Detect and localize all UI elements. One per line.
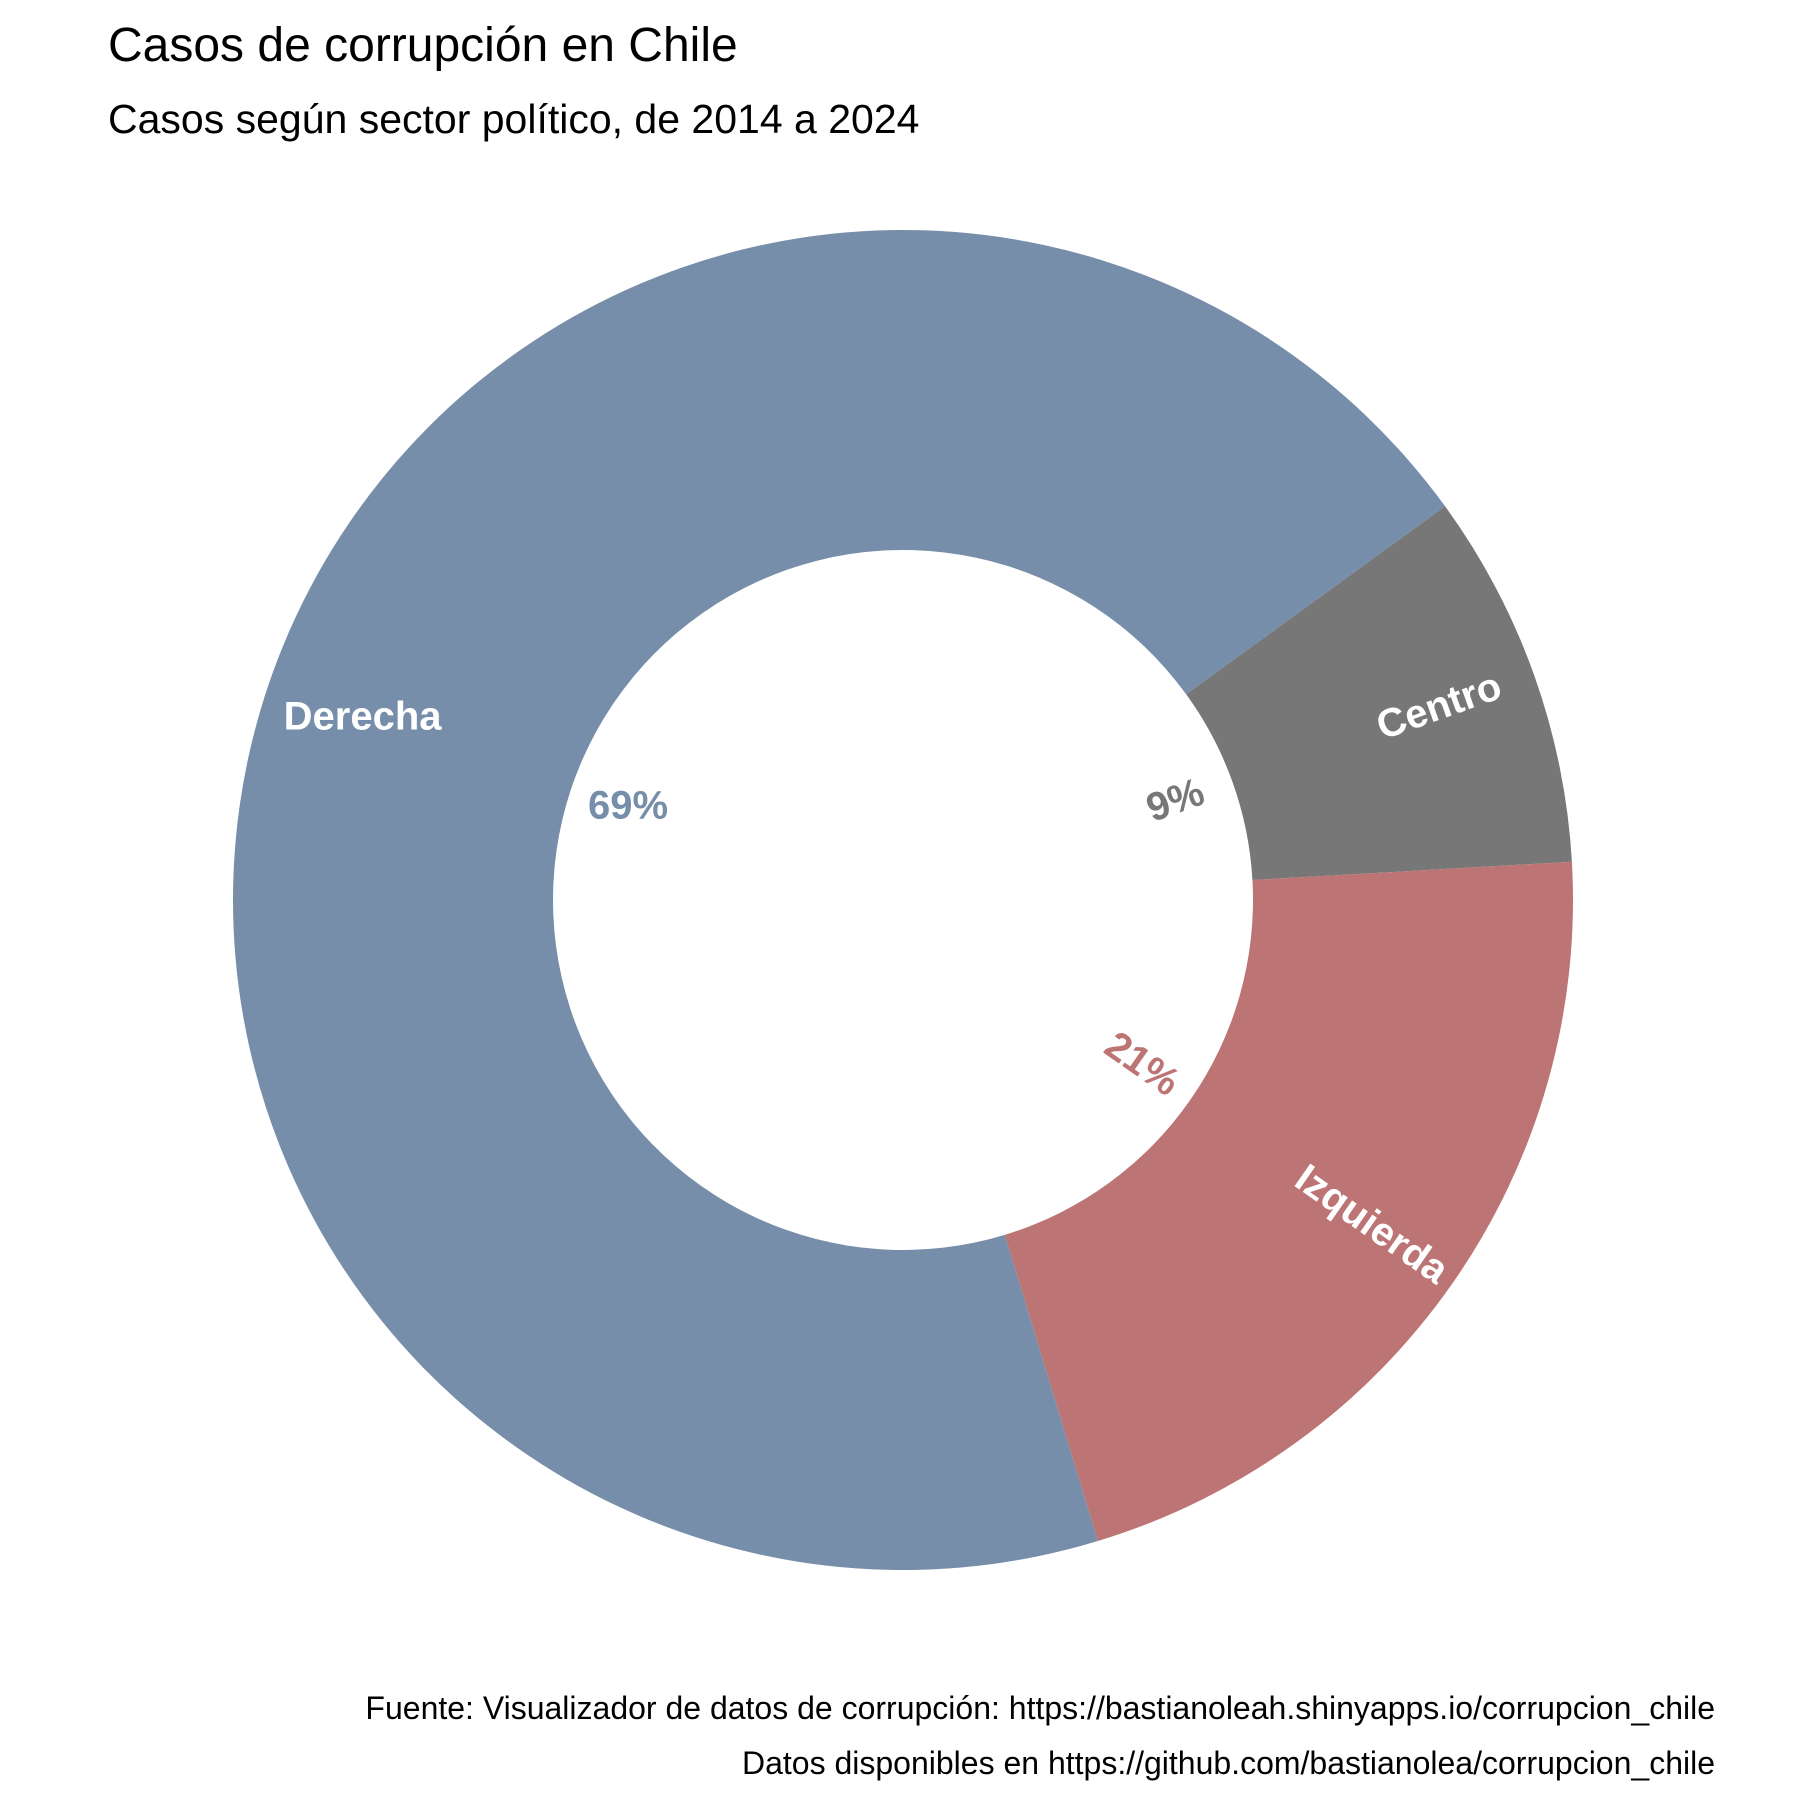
percent-label-derecha: 69% — [588, 783, 668, 827]
slice-izquierda — [1004, 861, 1573, 1542]
percent-label-centro: 9% — [1141, 770, 1210, 831]
percent-label-izquierda: 21% — [1097, 1023, 1188, 1105]
caption-source: Fuente: Visualizador de datos de corrupc… — [365, 1690, 1715, 1726]
slice-centro — [1186, 506, 1572, 881]
chart-title: Casos de corrupción en Chile — [108, 19, 738, 72]
slice-derecha — [232, 229, 1446, 1570]
slice-label-derecha: Derecha — [284, 694, 443, 738]
caption-data: Datos disponibles en https://github.com/… — [741, 1745, 1715, 1781]
chart-subtitle: Casos según sector político, de 2014 a 2… — [108, 96, 920, 142]
donut-slices — [232, 229, 1573, 1570]
